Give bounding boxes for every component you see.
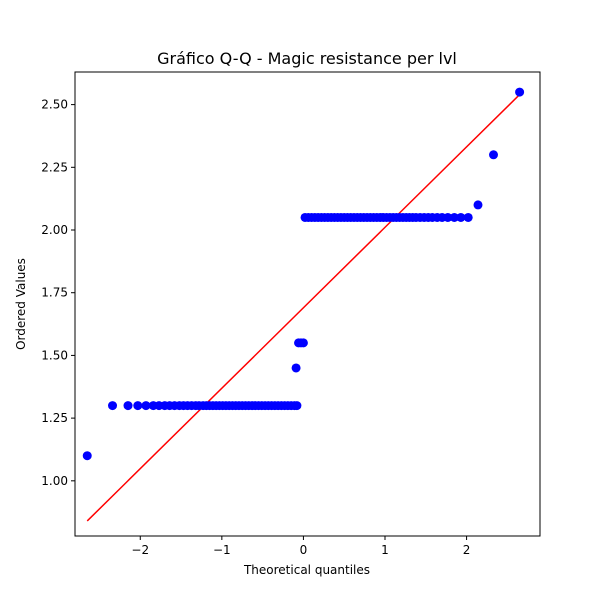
data-point — [291, 363, 301, 373]
data-point — [449, 212, 459, 222]
data-point — [515, 87, 525, 97]
x-axis-label: Theoretical quantiles — [243, 563, 370, 577]
x-tick-label: −1 — [213, 543, 231, 557]
x-tick-label: 0 — [300, 543, 308, 557]
data-point — [473, 200, 483, 210]
y-tick-label: 2.00 — [41, 223, 68, 237]
y-tick-label: 1.25 — [41, 411, 68, 425]
data-point — [298, 338, 308, 348]
x-tick-label: −2 — [131, 543, 149, 557]
data-point — [82, 451, 92, 461]
data-point — [456, 212, 466, 222]
plot-frame — [74, 71, 541, 537]
y-tick-label: 1.75 — [41, 286, 68, 300]
data-point — [463, 212, 473, 222]
data-point — [443, 212, 453, 222]
data-point — [108, 401, 118, 411]
x-tick-label: 1 — [381, 543, 389, 557]
y-tick-label: 1.00 — [41, 474, 68, 488]
data-point — [141, 401, 151, 411]
data-points — [82, 87, 525, 461]
data-point — [489, 150, 498, 160]
data-point — [292, 401, 302, 411]
chart-title: Gráfico Q-Q - Magic resistance per lvl — [157, 49, 457, 68]
fit-line-group — [86, 94, 521, 522]
y-tick-label: 2.25 — [41, 160, 68, 174]
data-point — [133, 401, 143, 411]
fit-line — [86, 94, 521, 522]
data-point — [123, 401, 133, 411]
x-tick-label: 2 — [463, 543, 471, 557]
y-tick-label: 2.50 — [41, 98, 68, 112]
y-axis-ticks: 1.00 1.25 1.50 1.75 2.00 2.25 2.50 — [41, 98, 75, 488]
plot-area — [74, 71, 541, 537]
y-tick-label: 1.50 — [41, 348, 68, 362]
x-axis-ticks: −2 −1 0 1 2 — [131, 536, 470, 557]
y-axis-label: Ordered Values — [14, 258, 28, 350]
